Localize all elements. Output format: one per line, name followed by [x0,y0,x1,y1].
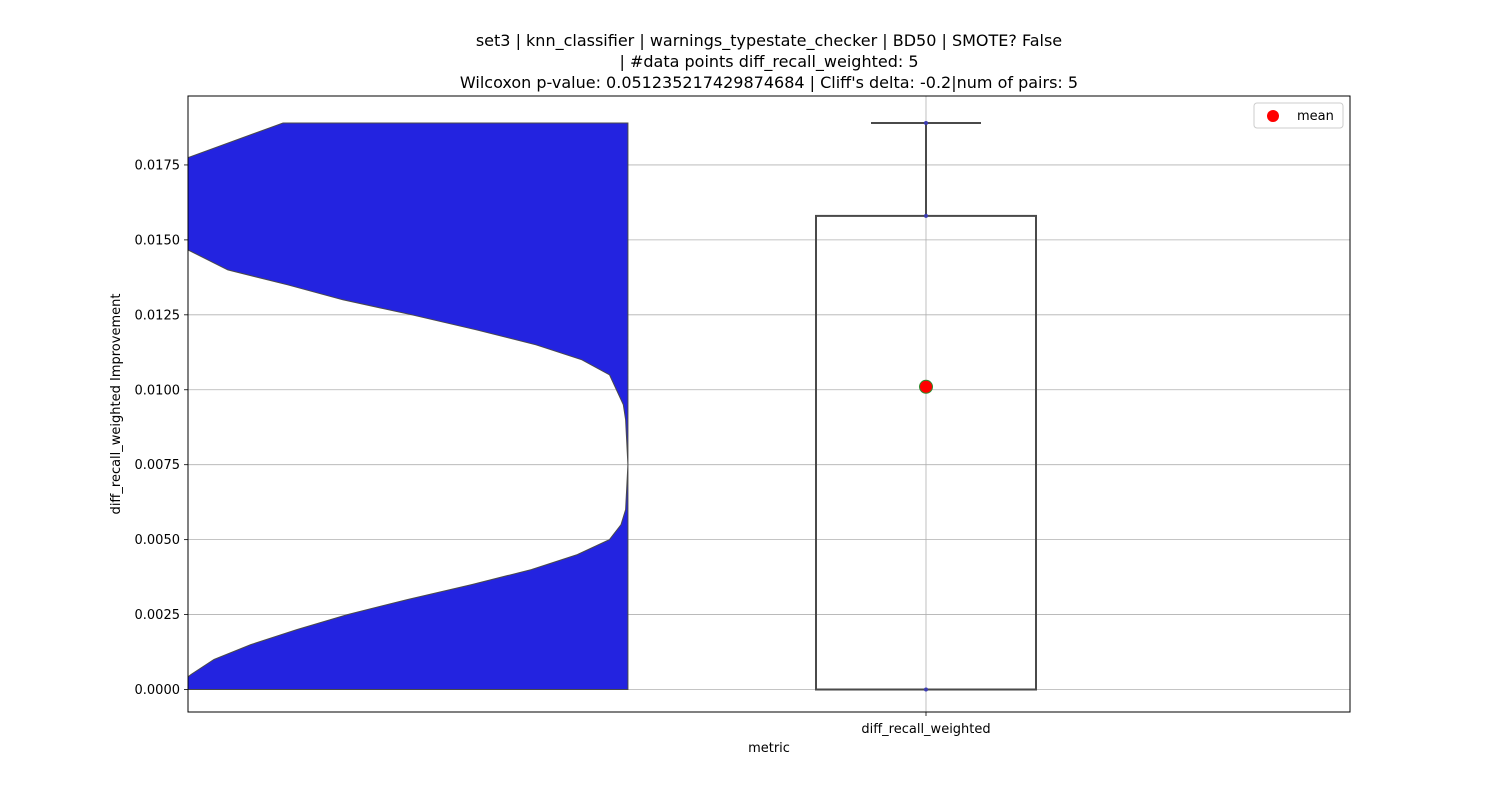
y-tick-label: 0.0100 [135,383,181,398]
legend: mean [1253,102,1344,129]
x-tick-label: diff_recall_weighted [861,722,990,737]
y-tick-label: 0.0025 [135,608,181,623]
chart-title-line-3: Wilcoxon p-value: 0.051235217429874684 |… [459,73,1079,92]
y-axis-label: diff_recall_weighted Improvement [109,294,124,515]
y-tick-label: 0.0125 [135,308,181,323]
legend-box [1253,102,1344,129]
y-axis: 0.0000 0.0025 0.0050 0.0075 0.0100 0.0125 0.01… [135,158,188,698]
legend-mean-label: mean [1297,109,1334,124]
violin-layer [188,122,629,691]
box-layer [815,120,1037,692]
plot-frame [187,95,1351,713]
legend-mean-marker [1267,110,1279,122]
y-tick-label: 0.0175 [135,158,181,173]
y-tick-label: 0.0050 [135,533,181,548]
data-point [924,687,928,692]
chart-title-line-1: set3 | knn_classifier | warnings_typesta… [475,31,1063,50]
y-tick-label: 0.0075 [135,458,181,473]
x-axis-label: metric [748,741,790,756]
x-axis: diff_recall_weighted [861,712,991,737]
y-tick-label: 0.0000 [135,683,181,698]
violin-body [188,122,629,691]
y-tick-label: 0.0150 [135,233,181,248]
data-point [924,213,928,218]
data-point [924,120,928,125]
chart-title-line-2: | #data points diff_recall_weighted: 5 [619,52,919,71]
mean-marker [919,379,933,394]
